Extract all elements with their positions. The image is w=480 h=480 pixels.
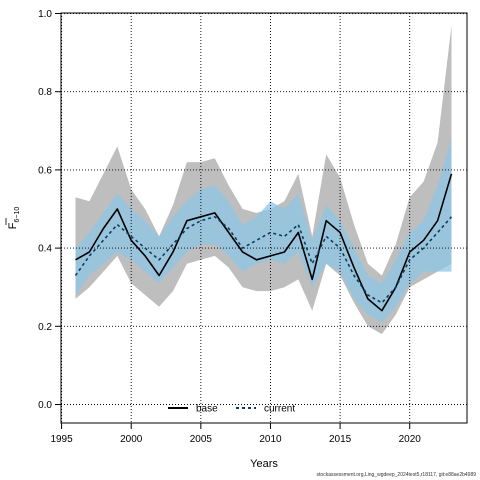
y-tick-label: 0.0: [38, 400, 52, 411]
series-line-current: [74, 216, 453, 304]
y-tick-label: 0.4: [38, 244, 52, 255]
y-axis-title-main: F: [7, 222, 19, 229]
grid-layer: [61, 13, 467, 423]
x-tick-label: 1995: [50, 434, 73, 445]
x-tick-label: 2020: [399, 434, 422, 445]
x-tick-label: 2000: [120, 434, 143, 445]
svg-text:F6−10: F6−10: [7, 207, 21, 230]
y-axis-title: F6−10: [5, 207, 21, 230]
footnote: stockassessment.org,Ling_wgdeep_2024test…: [316, 472, 476, 478]
legend-label-base: base: [196, 404, 218, 415]
series-line-base: [75, 173, 453, 312]
plot-frame: [60, 12, 468, 424]
y-tick-label: 0.8: [38, 87, 52, 98]
legend-label-current: current: [264, 404, 295, 415]
y-tick-label: 0.2: [38, 322, 52, 333]
y-axis-title-sub: 6−10: [14, 207, 21, 223]
x-axis-title: Years: [250, 458, 278, 470]
x-tick-label: 2015: [329, 434, 352, 445]
band-current: [75, 138, 452, 323]
y-axis: 0.0 0.2 0.4 0.6 0.8 1.0: [38, 9, 61, 411]
lines-layer: [74, 173, 453, 312]
x-tick-label: 2010: [259, 434, 282, 445]
legend: base current: [168, 404, 295, 415]
y-tick-label: 1.0: [38, 9, 52, 20]
x-axis: 1995 2000 2005 2010 2015 2020: [50, 423, 421, 445]
x-tick-label: 2005: [190, 434, 213, 445]
y-tick-label: 0.6: [38, 165, 52, 176]
